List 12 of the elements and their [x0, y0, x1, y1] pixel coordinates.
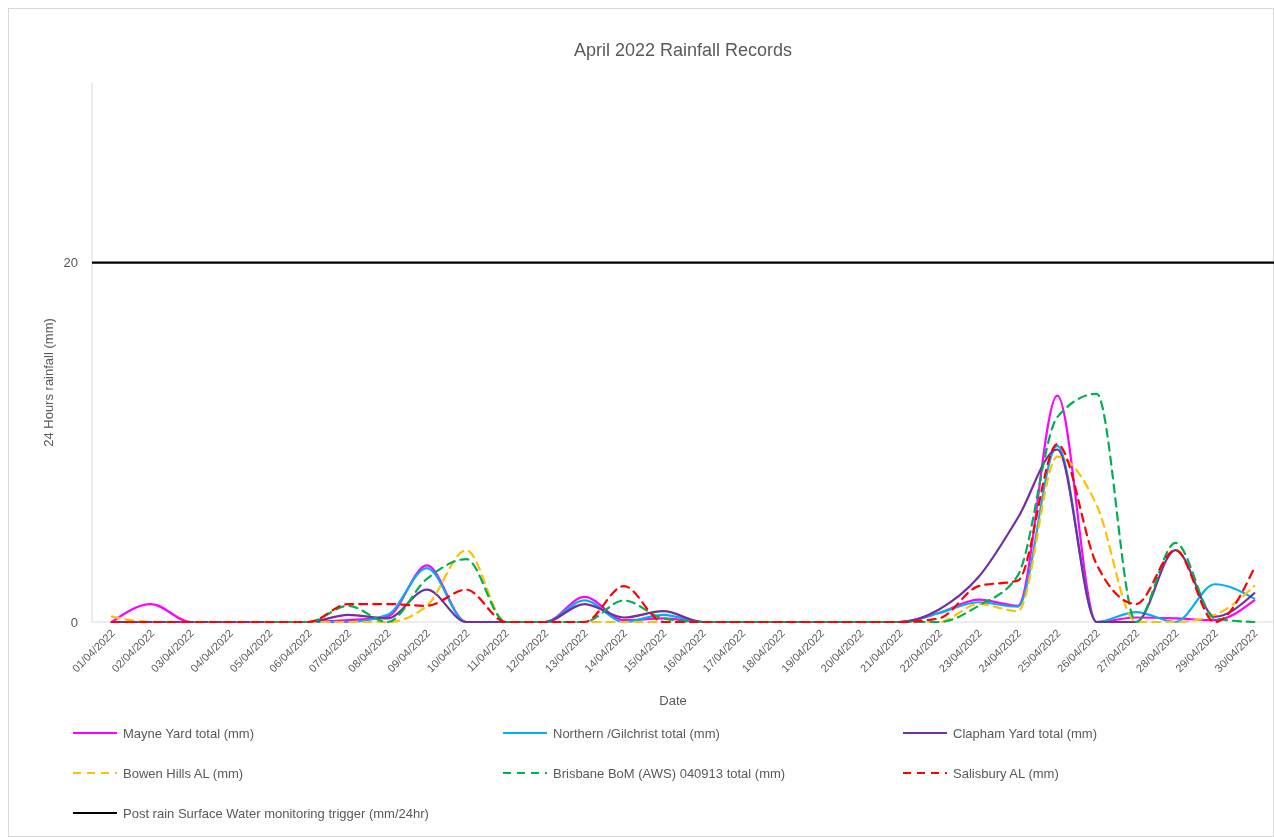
- legend-label: Bowen Hills AL (mm): [123, 765, 244, 781]
- legend-label: Mayne Yard total (mm): [123, 725, 255, 741]
- x-axis-title: Date: [659, 693, 687, 708]
- y-axis-title: 24 Hours rainfall (mm): [41, 318, 56, 447]
- y-tick-label: 20: [63, 255, 78, 271]
- legend-label: Brisbane BoM (AWS) 040913 total (mm): [553, 765, 786, 781]
- y-tick-label: 0: [70, 614, 78, 630]
- legend-label: Salisbury AL (mm): [953, 765, 1059, 781]
- legend-label: Clapham Yard total (mm): [953, 725, 1098, 741]
- chart-title: April 2022 Rainfall Records: [573, 40, 793, 60]
- legend-label: Post rain Surface Water monitoring trigger (mm/24hr): [123, 805, 429, 821]
- legend-label: Northern /Gilchrist total (mm): [553, 725, 720, 741]
